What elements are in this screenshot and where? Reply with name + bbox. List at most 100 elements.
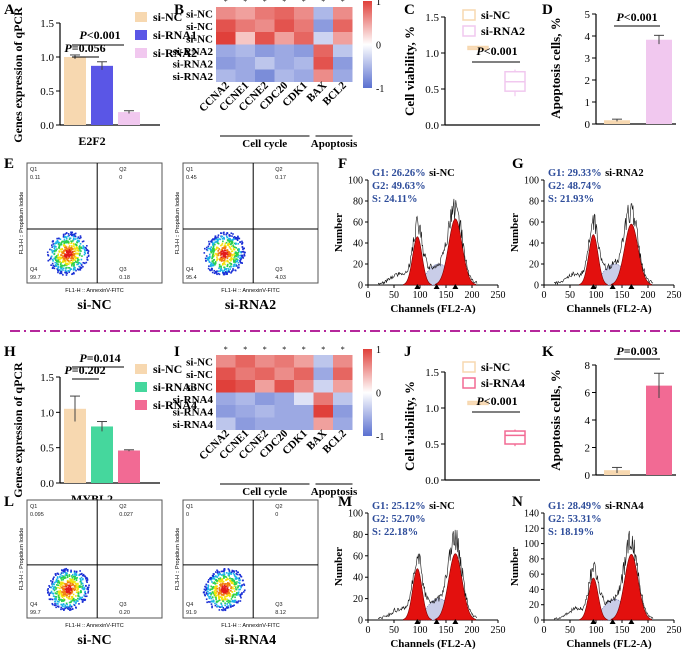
- legend-swatch-si-nc: [135, 12, 147, 22]
- flow-event: [227, 605, 229, 607]
- flow-event: [230, 250, 233, 253]
- flow-event: [76, 239, 79, 242]
- flow-event: [68, 574, 71, 576]
- flow-event: [64, 583, 67, 585]
- flow-event: [240, 596, 242, 599]
- flow-event: [228, 570, 231, 572]
- flow-event: [72, 265, 75, 267]
- flow-event: [74, 268, 76, 271]
- flow-event: [68, 595, 70, 598]
- flow-event: [207, 586, 209, 589]
- flow-event: [62, 594, 64, 596]
- flow-event: [222, 255, 225, 257]
- heatmap-col-mark: *: [282, 0, 286, 6]
- flow-event: [52, 577, 55, 580]
- flow-event: [54, 600, 56, 603]
- heatmap-cell: [235, 367, 255, 380]
- flow-event: [217, 272, 220, 275]
- flow-plot-frame: [26, 162, 163, 284]
- y-tick-label: 80: [353, 530, 363, 541]
- heatmap-cell: [216, 380, 236, 393]
- flow-event: [67, 266, 69, 269]
- flow-event: [72, 238, 75, 241]
- flow-event: [47, 591, 50, 593]
- flow-event: [207, 580, 209, 583]
- flow-event: [62, 233, 65, 236]
- flow-event: [57, 605, 60, 608]
- flow-event: [220, 260, 223, 262]
- flow-event: [71, 592, 73, 594]
- flow-event: [206, 594, 209, 597]
- flow-event: [70, 592, 72, 595]
- heatmap-cell: [294, 19, 314, 32]
- heatmap-cell: [313, 392, 333, 405]
- q4-value: 95.4: [186, 275, 197, 281]
- y-axis-label: Apoptosis cells, %: [548, 17, 563, 118]
- flow-event: [87, 254, 90, 257]
- flow-event: [56, 262, 58, 265]
- flow-event: [216, 570, 219, 573]
- flow-event: [76, 241, 79, 244]
- flow-event: [60, 583, 62, 585]
- flow-event: [209, 249, 212, 251]
- heatmap-cell: [313, 19, 333, 32]
- flow-event: [230, 256, 233, 259]
- flow-event: [225, 606, 228, 608]
- gate-marker: [452, 284, 459, 289]
- flow-event: [230, 603, 232, 606]
- flow-event: [64, 246, 66, 249]
- q4-value: 99.7: [30, 275, 41, 281]
- heatmap-cell: [235, 19, 255, 32]
- flow-event: [60, 594, 63, 596]
- flow-event: [61, 591, 63, 594]
- flow-event: [63, 252, 66, 255]
- flow-event: [223, 572, 226, 574]
- flow-event: [232, 247, 235, 250]
- flow-event: [65, 241, 68, 244]
- heatmap-cell: [274, 417, 294, 430]
- flow-event: [65, 594, 68, 597]
- legend-swatch-si-rna1: [135, 30, 147, 40]
- flow-event: [226, 587, 229, 590]
- heatmap-cell: [274, 380, 294, 393]
- flow-event: [225, 255, 227, 258]
- flow-event: [235, 588, 237, 590]
- flow-event: [229, 262, 232, 265]
- flow-event: [63, 570, 66, 572]
- flow-event: [205, 583, 208, 586]
- bar-si-nc: [64, 57, 86, 125]
- x-axis-label: E2F2: [78, 134, 105, 148]
- flow-event: [240, 251, 243, 254]
- colorbar-tick: -1: [376, 432, 384, 443]
- flow-event: [214, 602, 216, 605]
- flow-event: [65, 266, 67, 269]
- flow-event: [242, 591, 245, 593]
- flow-event: [65, 246, 68, 249]
- q3-value: 4.03: [275, 275, 286, 281]
- flow-event: [87, 586, 90, 589]
- heatmap-cell: [294, 355, 314, 368]
- heatmap-cell: [313, 7, 333, 20]
- y-tick-label: 1.5: [40, 372, 54, 384]
- flow-event: [78, 239, 80, 242]
- flow-event: [53, 598, 56, 600]
- flow-event: [53, 265, 56, 268]
- flow-event: [64, 269, 67, 272]
- flow-event: [73, 581, 76, 583]
- flow-event: [211, 596, 214, 599]
- flow-event: [76, 259, 79, 262]
- flow-event: [224, 602, 226, 605]
- flow-event: [68, 590, 70, 592]
- flow-event: [59, 238, 62, 241]
- flow-event: [226, 593, 229, 595]
- flow-event: [216, 273, 218, 276]
- flow-event: [211, 242, 214, 244]
- y-tick-label: 0.5: [425, 439, 439, 451]
- flow-event: [226, 607, 228, 609]
- flow-event: [69, 587, 72, 590]
- flow-event: [242, 257, 245, 259]
- heatmap-cell: [235, 32, 255, 45]
- flow-event: [210, 593, 212, 596]
- flow-event: [207, 247, 210, 250]
- legend-swatch-si-rna4: [135, 400, 147, 410]
